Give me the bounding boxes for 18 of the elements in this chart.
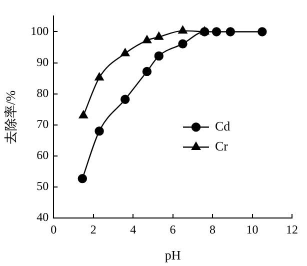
x-tick-label: 2 <box>90 222 96 236</box>
y-tick-label: 80 <box>36 86 49 100</box>
legend-label: Cr <box>215 138 229 154</box>
y-tick-label: 40 <box>36 210 49 224</box>
y-tick-label: 60 <box>36 148 49 162</box>
x-tick-label: 0 <box>50 222 57 236</box>
y-tick-label: 90 <box>36 54 49 69</box>
x-tick-label: 6 <box>170 222 176 236</box>
legend-label: Cd <box>215 118 231 134</box>
x-tick-label: 12 <box>286 222 298 236</box>
x-tick-label: 4 <box>130 222 136 236</box>
y-tick-label: 70 <box>36 117 49 132</box>
x-tick-label: 8 <box>210 222 216 236</box>
y-axis-title: 去除率/% <box>3 90 18 144</box>
x-axis-title: pH <box>164 248 181 263</box>
y-tick-label: 100 <box>30 24 49 38</box>
x-tick-label: 10 <box>246 222 258 236</box>
y-tick-label: 50 <box>36 179 49 194</box>
